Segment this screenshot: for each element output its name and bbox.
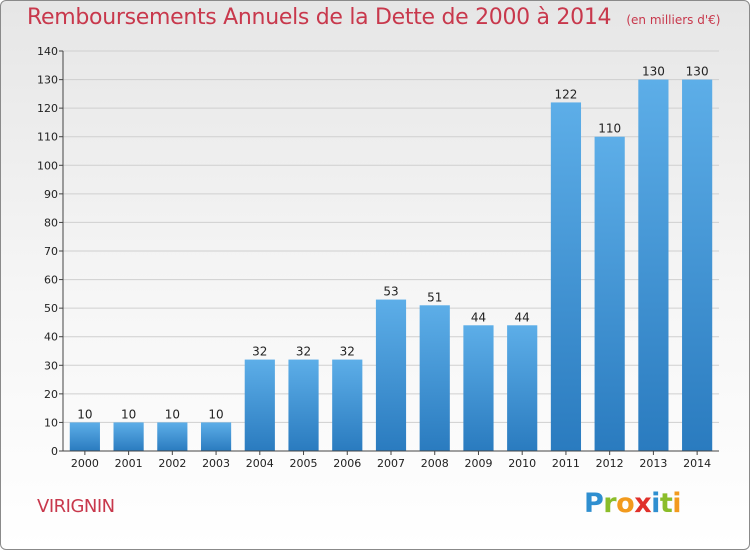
bar (682, 79, 713, 452)
y-tick-label: 40 (44, 331, 58, 344)
logo-letter: P (584, 488, 604, 519)
data-label: 130 (642, 65, 665, 79)
logo-letter: o (616, 488, 635, 519)
y-tick-label: 20 (44, 388, 58, 401)
bar (419, 305, 450, 451)
bar-layer: 10 10 10 10 32 32 32 53 51 44 44 122 110 130 130 (69, 65, 713, 452)
data-label: 10 (77, 407, 92, 421)
bar (288, 359, 319, 451)
y-tick-label: 100 (37, 159, 58, 172)
bar (244, 359, 275, 451)
x-tick-label: 2008 (421, 457, 449, 470)
bar (638, 79, 669, 452)
data-label: 130 (686, 65, 709, 79)
x-tick-label: 2004 (246, 457, 274, 470)
data-label: 122 (554, 87, 577, 101)
data-label: 10 (165, 407, 180, 421)
y-tick-label: 120 (37, 102, 58, 115)
data-label: 110 (598, 122, 621, 136)
y-tick-label: 90 (44, 188, 58, 201)
bar (332, 359, 363, 451)
data-label: 44 (471, 310, 486, 324)
data-label: 53 (383, 285, 398, 299)
chart-title: Remboursements Annuels de la Dette de 20… (27, 5, 612, 30)
logo-letter: t (659, 488, 673, 519)
x-tick-label: 2002 (158, 457, 186, 470)
bar (463, 325, 494, 451)
x-tick-label: 2011 (552, 457, 580, 470)
x-tick-label: 2012 (596, 457, 624, 470)
bar (157, 422, 188, 451)
y-tick-label: 70 (44, 245, 58, 258)
data-label: 32 (296, 345, 311, 359)
y-tick-label: 10 (44, 416, 58, 429)
bar (550, 102, 582, 451)
y-tick-label: 110 (37, 131, 58, 144)
logo-letter: i (672, 488, 682, 519)
x-tick-label: 2009 (464, 457, 492, 470)
x-tick-label: 2003 (202, 457, 230, 470)
y-tick-label: 0 (51, 445, 58, 458)
bar (375, 299, 407, 451)
x-tick-label: 2000 (71, 457, 99, 470)
commune-name: VIRIGNIN (37, 496, 115, 517)
logo-letter: i (651, 488, 660, 519)
proxiti-logo: Proxiti (584, 488, 682, 519)
x-tick-label: 2013 (639, 457, 667, 470)
x-tick-label: 2010 (508, 457, 536, 470)
y-tick-label: 80 (44, 216, 58, 229)
chart-subtitle: (en milliers d'€) (626, 13, 721, 27)
y-tick-label: 30 (44, 359, 58, 372)
data-label: 32 (340, 345, 355, 359)
bar (507, 325, 538, 451)
y-tick-label: 130 (37, 74, 58, 87)
x-tick-label: 2005 (290, 457, 318, 470)
y-tick-label: 60 (44, 274, 58, 287)
data-label: 44 (515, 310, 530, 324)
data-label: 32 (252, 345, 267, 359)
y-tick-label: 140 (37, 45, 58, 58)
axis-layer: 0 10 20 30 40 50 60 70 80 90 100 110 120 130 140 2000 20… (37, 45, 719, 470)
logo-letter: r (603, 488, 617, 519)
x-tick-label: 2014 (683, 457, 711, 470)
x-tick-label: 2001 (115, 457, 143, 470)
bar (200, 422, 232, 451)
bar (69, 422, 100, 451)
logo-letter: x (634, 488, 652, 519)
data-label: 51 (427, 290, 442, 304)
y-tick-label: 50 (44, 302, 58, 315)
data-label: 10 (208, 407, 223, 421)
x-tick-label: 2006 (333, 457, 361, 470)
title-line: Remboursements Annuels de la Dette de 20… (27, 5, 720, 30)
data-label: 10 (121, 407, 136, 421)
bar (594, 136, 625, 451)
x-tick-label: 2007 (377, 457, 405, 470)
bar (113, 422, 144, 451)
